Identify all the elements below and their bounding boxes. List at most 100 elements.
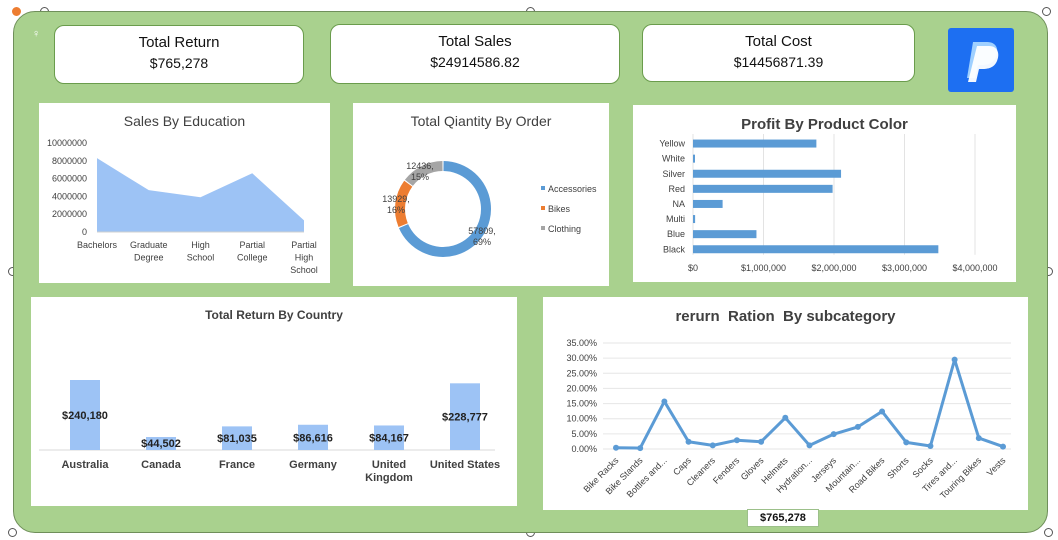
pie-data-label: 57809, (468, 226, 496, 236)
x-tick-label: $2,000,000 (811, 263, 856, 273)
line-point (661, 398, 668, 405)
x-tick-label: United States (430, 459, 500, 471)
area-series (97, 158, 304, 232)
line-point (782, 414, 789, 421)
pie-data-label: 13929, (382, 194, 410, 204)
x-tick-label: Caps (671, 455, 693, 477)
x-tick-label: High (191, 240, 210, 250)
quantity-by-order-panel[interactable]: Total Qiantity By Order 57809, 69% Accesso… (353, 103, 609, 286)
x-tick-label: Bachelors (77, 240, 118, 250)
x-tick-label: Kingdom (365, 472, 413, 484)
x-tick-label: Graduate (130, 240, 168, 250)
return-by-country-chart: $240,180 Australia $44,502 Canada $81,035 Fra… (39, 380, 500, 484)
x-tick-label: High (295, 253, 314, 263)
bar-data-label: $81,035 (217, 433, 257, 445)
y-tick-label: Black (663, 244, 686, 254)
quantity-by-order-chart: 57809,69% Accessories 13929,16% Bikes 12436,… (382, 161, 597, 257)
y-tick-label: 25.00% (566, 368, 597, 378)
x-tick-label: Germany (289, 459, 338, 471)
y-tick-label: 35.00% (566, 338, 597, 348)
line-point (758, 438, 765, 445)
total-cost-card[interactable]: Total Cost $14456871.39 (642, 24, 915, 82)
legend-marker (541, 186, 545, 190)
x-tick-label: Australia (61, 459, 109, 471)
x-tick-label: Partial (291, 240, 317, 250)
return-ratio-panel[interactable]: rerurn Ration By subcategory 0.00% 5.00% 1… (543, 297, 1028, 510)
line-point (806, 442, 813, 449)
return-by-country-title: Total Return By Country (205, 308, 343, 322)
x-tick-label: $0 (688, 263, 698, 273)
bar-canada (146, 437, 176, 450)
line-point (830, 431, 837, 438)
y-tick-label: 6000000 (52, 174, 87, 184)
y-tick-label: 15.00% (566, 399, 597, 409)
y-tick-label: 4000000 (52, 191, 87, 201)
resize-handle-top-left[interactable] (12, 7, 21, 16)
line-point (733, 437, 740, 444)
return-by-country-panel[interactable]: Total Return By Country $240,180 Australi… (31, 297, 517, 506)
pie-slice-clothing (404, 161, 443, 186)
line-point (927, 442, 934, 449)
line-point (879, 408, 886, 415)
resize-handle-bottom-left[interactable] (8, 528, 17, 537)
return-ratio-title: rerurn Ration By subcategory (675, 308, 896, 325)
bar-black (693, 245, 939, 254)
y-tick-label: 10000000 (47, 138, 87, 148)
profit-by-color-panel[interactable]: Profit By Product Color $0 $1,000,000 $2,0… (633, 105, 1016, 282)
return-ratio-chart: 0.00% 5.00% 10.00% 15.00% 20.00% 25.00% 30.00%… (566, 338, 1011, 501)
y-tick-label: 20.00% (566, 383, 597, 393)
selected-return-value[interactable]: $765,278 (747, 509, 819, 527)
x-tick-label: Partial (239, 240, 265, 250)
bar-france (222, 426, 252, 450)
pie-data-label: 16% (387, 205, 405, 215)
x-tick-label: France (219, 459, 255, 471)
bar-silver (693, 169, 842, 178)
bar-data-label: $44,502 (141, 438, 181, 450)
line-point (613, 444, 619, 451)
sales-by-education-panel[interactable]: Sales By Education 0 2000000 4000000 600000… (39, 103, 330, 283)
y-tick-label: Silver (662, 169, 685, 179)
y-tick-label: 10.00% (566, 414, 597, 424)
resize-handle-top-right[interactable] (1042, 7, 1051, 16)
total-sales-card[interactable]: Total Sales $24914586.82 (330, 24, 620, 84)
line-point (1000, 443, 1006, 450)
bar-yellow (693, 139, 817, 148)
x-tick-label: $1,000,000 (741, 263, 786, 273)
y-tick-label: 5.00% (571, 429, 597, 439)
bar-data-label: $240,180 (62, 410, 108, 422)
y-tick-label: 30.00% (566, 353, 597, 363)
sales-by-education-chart: 0 2000000 4000000 6000000 8000000 10000000 Bac… (47, 138, 318, 275)
legend-entry: Clothing (548, 224, 581, 234)
resize-handle-bottom-right[interactable] (1044, 528, 1053, 537)
pin-icon: ♀ (32, 28, 41, 40)
line-point (685, 438, 692, 445)
bar-data-label: $86,616 (293, 432, 333, 444)
bar-data-label: $228,777 (442, 412, 488, 424)
y-tick-label: Blue (667, 229, 685, 239)
y-tick-label: 0 (82, 227, 87, 237)
bar-germany (298, 424, 328, 450)
bar-blue (693, 230, 757, 239)
paypal-logo-icon (948, 28, 1014, 92)
pie-data-label: 12436, (406, 161, 434, 171)
line-point (903, 439, 910, 446)
pie-data-label: 15% (411, 172, 429, 182)
x-tick-label: United (372, 459, 406, 471)
y-tick-label: 2000000 (52, 209, 87, 219)
y-tick-label: Multi (666, 214, 685, 224)
bar-white (693, 154, 695, 163)
legend-marker (541, 226, 545, 230)
line-point (975, 435, 982, 442)
total-cost-value: $14456871.39 (733, 54, 824, 70)
bar-data-label: $84,167 (369, 433, 409, 445)
line-point (709, 442, 716, 449)
sales-by-education-title: Sales By Education (123, 113, 246, 129)
quantity-by-order-title: Total Qiantity By Order (410, 113, 552, 129)
total-return-value: $765,278 (149, 55, 209, 71)
total-return-card[interactable]: Total Return $765,278 (54, 25, 304, 84)
bar-na (693, 199, 723, 208)
bar-multi (693, 215, 696, 224)
x-tick-label: $4,000,000 (952, 263, 997, 273)
total-sales-label: Total Sales (438, 33, 512, 50)
total-sales-value: $24914586.82 (430, 54, 520, 70)
